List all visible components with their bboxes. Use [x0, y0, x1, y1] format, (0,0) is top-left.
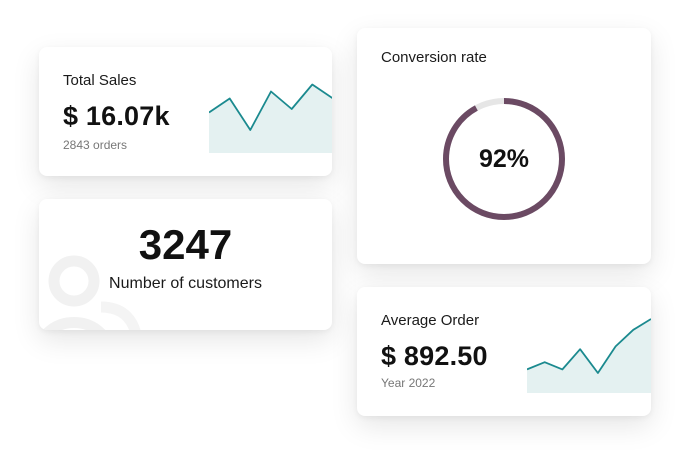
conversion-rate-title: Conversion rate [381, 49, 487, 66]
customers-count: 3247 [138, 221, 233, 268]
sparkline-line [527, 318, 651, 374]
total-sales-card: Total Sales $ 16.07k 2843 orders [39, 47, 332, 176]
sparkline-area [527, 319, 651, 393]
average-order-year: Year 2022 [381, 376, 436, 390]
average-order-card: Average Order $ 892.50 Year 2022 [357, 287, 651, 416]
users-icon [43, 255, 141, 330]
total-sales-orders: 2843 orders [63, 138, 128, 152]
average-order-value: $ 892.50 [381, 341, 488, 371]
sparkline-line [209, 83, 332, 131]
conversion-rate-card: Conversion rate 92% [357, 28, 651, 264]
total-sales-title: Total Sales [63, 72, 137, 89]
customers-card: 3247 Number of customers [39, 199, 332, 330]
total-sales-sparkline-icon [209, 83, 332, 153]
donut-progress [443, 98, 565, 220]
total-sales-value: $ 16.07k [63, 101, 170, 131]
conversion-rate-value: 92% [478, 144, 530, 173]
average-order-sparkline-icon [527, 318, 651, 393]
sparkline-area [209, 84, 332, 153]
average-order-title: Average Order [381, 312, 480, 329]
customers-label: Number of customers [109, 275, 262, 292]
conversion-donut-icon [443, 98, 565, 220]
